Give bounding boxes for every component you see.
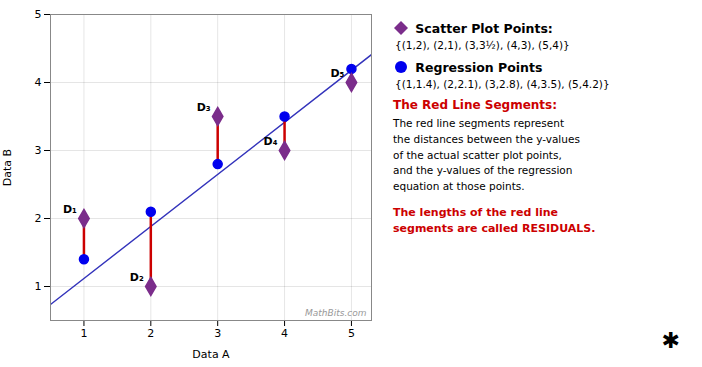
- html-text:The Red Line Segments:: The Red Line Segments:: [393, 98, 557, 112]
- svg-text:D₂: D₂: [130, 271, 144, 284]
- svg-text:4: 4: [281, 327, 288, 340]
- svg-text:D₁: D₁: [63, 203, 77, 216]
- svg-text:Data A: Data A: [192, 348, 230, 361]
- svg-text:Data B: Data B: [1, 149, 14, 186]
- svg-text:D₅: D₅: [330, 67, 344, 80]
- svg-text:D₄: D₄: [264, 135, 278, 148]
- svg-text:3: 3: [35, 144, 42, 157]
- svg-text:5: 5: [348, 327, 355, 340]
- html-text:The red line segments represen: The red line segments represent the dist…: [393, 117, 580, 192]
- svg-text:1: 1: [80, 327, 87, 340]
- html-text:{(1,1.4), (2,2.1), (3,2.8), (4: {(1,1.4), (2,2.1), (3,2.8), (4,3.5), (5,…: [395, 78, 610, 90]
- html-text:The lengths of the red line se: The lengths of the red line segments are…: [393, 205, 596, 235]
- svg-text:D₃: D₃: [197, 101, 211, 114]
- svg-text:2: 2: [35, 212, 42, 225]
- svg-text:5: 5: [35, 8, 42, 21]
- html-text:Regression Points: Regression Points: [411, 59, 543, 75]
- svg-text:4: 4: [35, 76, 42, 89]
- svg-text:3: 3: [214, 327, 221, 340]
- html-text:{(1,2), (2,1), (3,3½), (4,3),: {(1,2), (2,1), (3,3½), (4,3), (5,4)}: [395, 39, 570, 51]
- html-text:Scatter Plot Points:: Scatter Plot Points:: [411, 20, 553, 36]
- svg-text:MathBits.com: MathBits.com: [305, 308, 367, 318]
- svg-text:2: 2: [147, 327, 154, 340]
- svg-text:1: 1: [35, 280, 42, 293]
